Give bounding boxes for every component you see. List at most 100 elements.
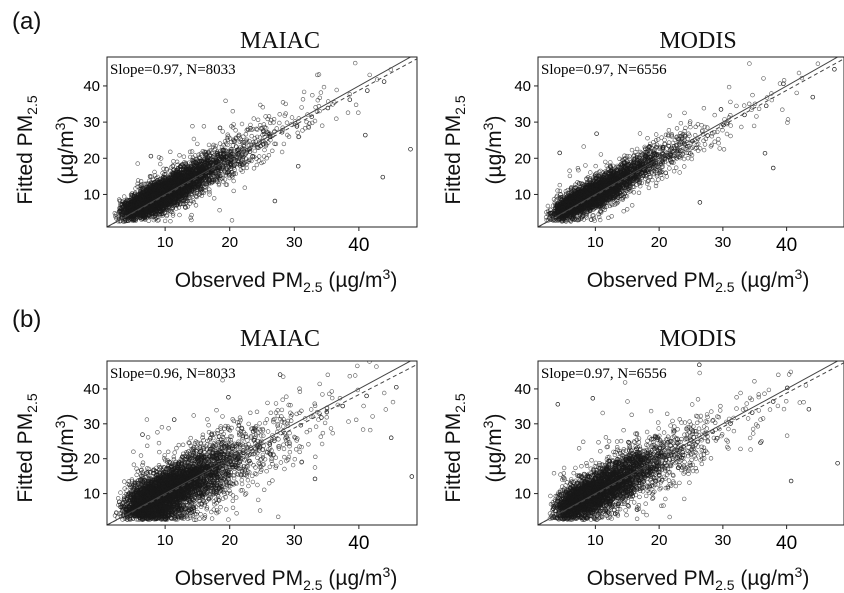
data-point xyxy=(224,99,228,103)
data-point xyxy=(354,103,358,107)
data-point xyxy=(300,106,304,110)
data-point xyxy=(363,133,367,137)
data-point xyxy=(191,124,195,128)
y-tick-label: 40 xyxy=(83,78,100,95)
data-point xyxy=(322,85,326,89)
data-point xyxy=(252,117,256,121)
data-point xyxy=(316,98,320,102)
data-point xyxy=(218,126,222,130)
data-point xyxy=(163,219,167,223)
data-point xyxy=(320,124,324,128)
data-point xyxy=(258,103,262,107)
slope-annotation: Slope=0.97, N=8033 xyxy=(110,62,236,78)
data-point xyxy=(273,199,277,203)
data-point xyxy=(218,208,222,212)
data-point xyxy=(255,163,259,167)
data-point xyxy=(182,155,186,159)
data-point xyxy=(282,142,286,146)
data-point xyxy=(257,159,261,163)
data-point xyxy=(189,216,193,220)
data-point xyxy=(356,111,360,115)
data-point xyxy=(335,88,339,92)
data-point xyxy=(207,188,211,192)
data-point xyxy=(208,193,212,197)
data-point xyxy=(334,117,338,121)
data-point xyxy=(668,114,672,118)
data-point xyxy=(270,149,274,153)
y-tick-label: 20 xyxy=(83,150,100,167)
data-point xyxy=(158,162,162,166)
data-point xyxy=(253,149,257,153)
data-point xyxy=(348,98,352,102)
data-point xyxy=(346,111,350,115)
data-point xyxy=(365,89,369,93)
x-tick-label: 10 xyxy=(157,234,174,251)
data-point xyxy=(256,118,260,122)
data-point xyxy=(122,195,126,199)
data-point xyxy=(280,150,284,154)
data-point xyxy=(147,219,151,223)
reference-line-1to1 xyxy=(107,53,417,227)
data-point xyxy=(190,213,194,217)
data-point xyxy=(190,218,194,222)
data-point xyxy=(290,116,294,120)
data-point xyxy=(178,153,182,157)
data-point xyxy=(230,218,234,222)
data-point xyxy=(263,148,267,152)
data-point xyxy=(265,156,269,160)
data-point xyxy=(262,123,266,127)
data-point xyxy=(314,105,318,109)
data-point xyxy=(195,142,199,146)
data-point xyxy=(296,164,300,168)
data-point xyxy=(285,121,289,125)
data-point xyxy=(241,135,245,139)
data-point xyxy=(169,219,173,223)
data-point xyxy=(261,105,265,109)
x-tick-label: 20 xyxy=(221,234,238,251)
fit-line-dashed xyxy=(107,59,417,227)
data-point xyxy=(313,119,317,123)
data-point xyxy=(207,143,211,147)
data-point xyxy=(275,127,279,131)
data-point xyxy=(302,90,306,94)
data-point xyxy=(301,97,305,101)
data-point xyxy=(318,96,322,100)
data-point xyxy=(277,121,281,125)
data-point xyxy=(212,196,216,200)
data-point xyxy=(303,126,307,130)
scatter-points xyxy=(107,53,417,227)
data-point xyxy=(228,176,232,180)
data-point xyxy=(319,91,323,95)
scatter-panel-0: Slope=0.97, N=8033 10 20 30 40 10 20 30 40 xyxy=(83,53,417,256)
data-point xyxy=(202,124,206,128)
data-point xyxy=(168,150,172,154)
data-point xyxy=(382,80,386,84)
y-tick-label: 30 xyxy=(83,114,100,131)
data-point xyxy=(232,179,236,183)
data-point xyxy=(243,186,247,190)
data-point xyxy=(136,162,140,166)
data-point xyxy=(149,154,153,158)
data-point xyxy=(240,122,244,126)
data-point xyxy=(193,154,197,158)
data-point xyxy=(172,159,176,163)
data-point xyxy=(231,109,235,113)
data-point xyxy=(192,137,196,141)
x-tick-label: 30 xyxy=(286,234,303,251)
data-point xyxy=(252,166,256,170)
data-point xyxy=(353,61,357,65)
data-point xyxy=(262,155,266,159)
x-tick-label: 40 xyxy=(348,235,369,256)
data-point xyxy=(625,207,629,211)
data-point xyxy=(310,93,314,97)
data-point xyxy=(221,130,225,134)
data-point xyxy=(381,175,385,179)
data-point xyxy=(368,73,372,77)
data-point xyxy=(278,112,282,116)
data-point xyxy=(301,129,305,133)
y-tick-label: 10 xyxy=(83,186,100,203)
data-point xyxy=(178,213,182,217)
data-point xyxy=(296,131,300,135)
